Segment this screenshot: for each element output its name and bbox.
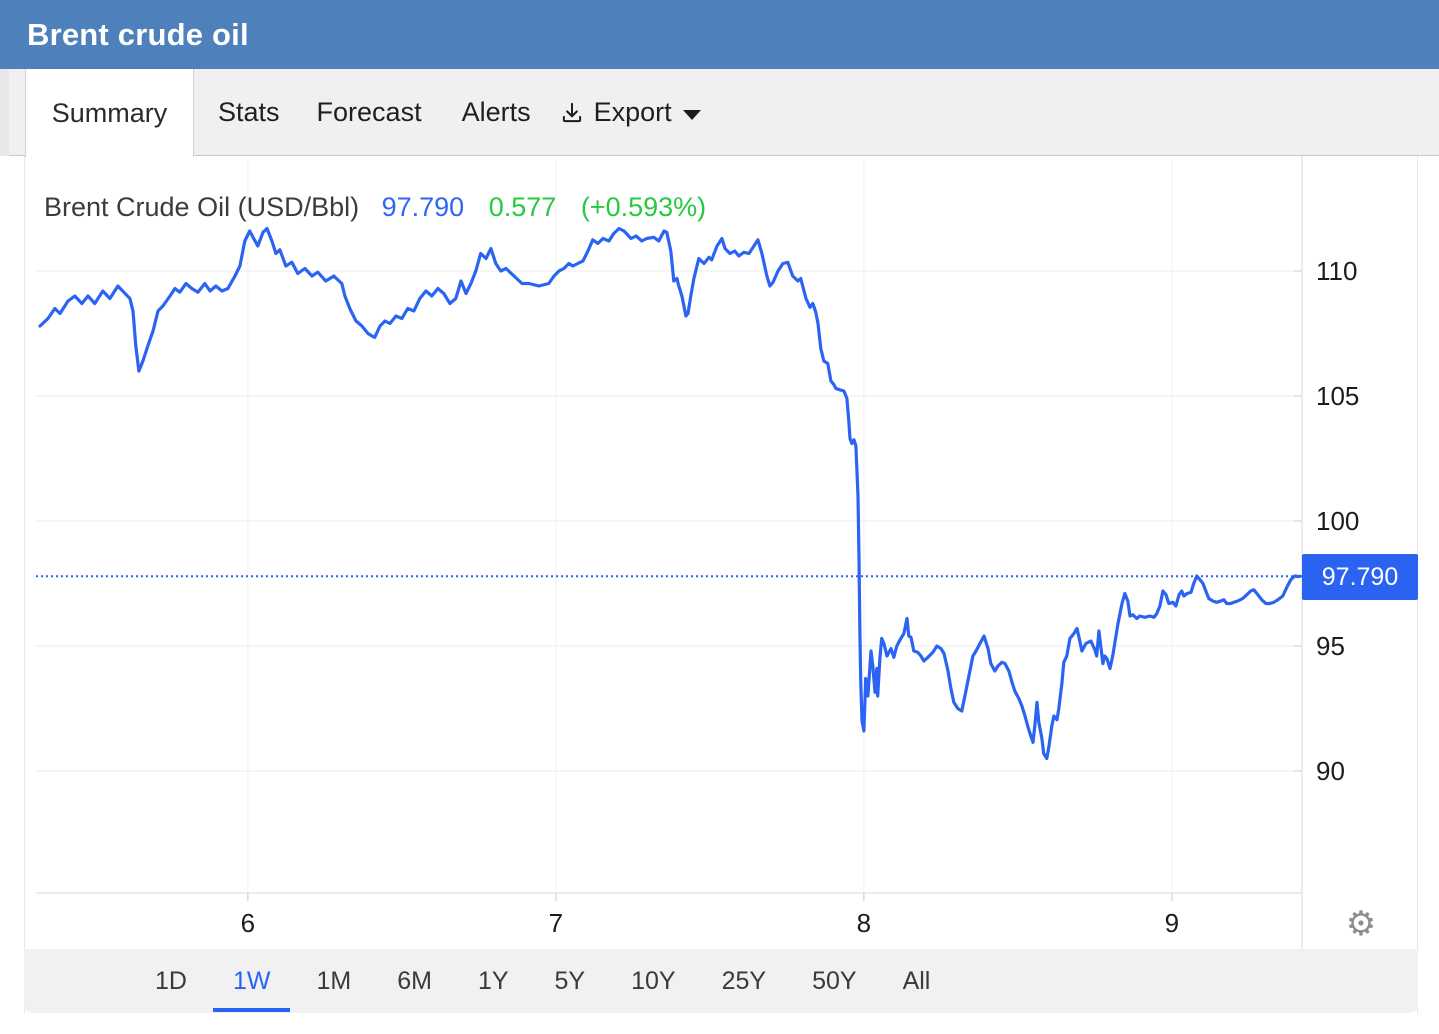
tab-summary-label: Summary [51, 97, 168, 128]
time-range-bar: 1D 1W 1M 6M 1Y 5Y 10Y 25Y 50Y All [24, 949, 1418, 1013]
chart-card [24, 156, 1418, 1013]
y-axis-label: 100 [1316, 506, 1360, 536]
page-title: Brent crude oil [27, 16, 249, 52]
x-axis-label: 8 [856, 908, 872, 938]
y-axis-label: 95 [1316, 631, 1345, 661]
instrument-name: Brent Crude Oil (USD/Bbl) [44, 192, 360, 222]
tab-summary[interactable]: Summary [25, 69, 194, 157]
gear-icon[interactable]: ⚙ [1345, 904, 1377, 944]
tab-forecast[interactable]: Forecast [316, 97, 422, 127]
tab-alerts[interactable]: Alerts [461, 97, 531, 127]
export-button[interactable]: Export [559, 97, 701, 128]
tab-bar: Summary Stats Forecast Alerts Export [0, 69, 1439, 157]
y-axis-label: 90 [1316, 756, 1345, 786]
range-10y[interactable]: 10Y [631, 966, 676, 995]
x-axis-label: 7 [548, 908, 564, 938]
x-axis-label: 6 [240, 908, 256, 938]
range-1m[interactable]: 1M [316, 966, 352, 995]
price-series-line [38, 226, 1302, 761]
range-5y[interactable]: 5Y [554, 966, 586, 995]
quote-line: Brent Crude Oil (USD/Bbl) 97.790 0.577 (… [44, 192, 706, 223]
last-price: 97.790 [381, 192, 465, 222]
price-change-percent: (+0.593%) [580, 192, 707, 222]
current-price-marker: 97.790 [1302, 554, 1418, 601]
y-axis-label: 105 [1316, 381, 1360, 411]
page-gutter [0, 69, 9, 156]
price-change: 0.577 [488, 192, 557, 222]
range-6m[interactable]: 6M [397, 966, 432, 995]
caret-down-icon [682, 109, 701, 120]
tab-stats[interactable]: Stats [218, 97, 280, 127]
app-header: Brent crude oil [0, 0, 1439, 69]
tab-group: Stats Forecast Alerts Export [218, 69, 701, 156]
range-25y[interactable]: 25Y [721, 966, 767, 995]
export-label: Export [593, 97, 672, 127]
current-price-label: 97.790 [1321, 562, 1399, 591]
x-axis-label: 9 [1164, 908, 1180, 938]
range-all[interactable]: All [902, 966, 931, 995]
range-1d[interactable]: 1D [155, 966, 187, 995]
range-1w[interactable]: 1W [213, 949, 290, 1013]
download-icon [562, 102, 581, 122]
range-50y[interactable]: 50Y [812, 966, 857, 995]
y-axis-label: 110 [1316, 256, 1358, 286]
range-1y[interactable]: 1Y [477, 966, 509, 995]
